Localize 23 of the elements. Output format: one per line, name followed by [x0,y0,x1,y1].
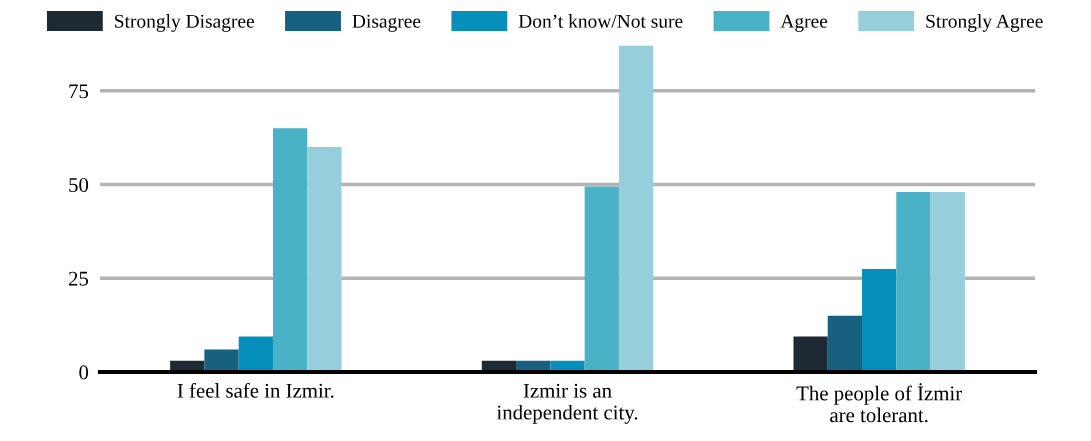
bar [862,268,897,372]
legend-label: Disagree [352,14,421,32]
bar [307,147,342,372]
x-tick-label: Izmir is an independent city. [496,383,638,424]
y-tick-label: 50 [69,177,89,192]
x-tick-label: The people of İzmir are tolerant. [796,383,962,423]
legend-label: Strongly Agree [926,14,1043,32]
bar [618,45,654,372]
bar [238,336,273,372]
legend-label: Agree [780,14,828,32]
bar [827,315,863,372]
bar [896,192,931,372]
y-tick-label: 75 [69,84,89,99]
y-tick-label: 0 [79,365,89,380]
legend-label: Strongly Disagree [115,14,255,32]
bar [272,128,308,372]
bar [204,349,239,372]
legend-label: Don’t know/Not sure [518,14,683,28]
bar [793,336,828,372]
bar [930,192,965,372]
bar [584,186,619,372]
x-tick-label: I feel safe in Izmir. [177,382,334,398]
y-tick-label: 25 [68,271,89,286]
